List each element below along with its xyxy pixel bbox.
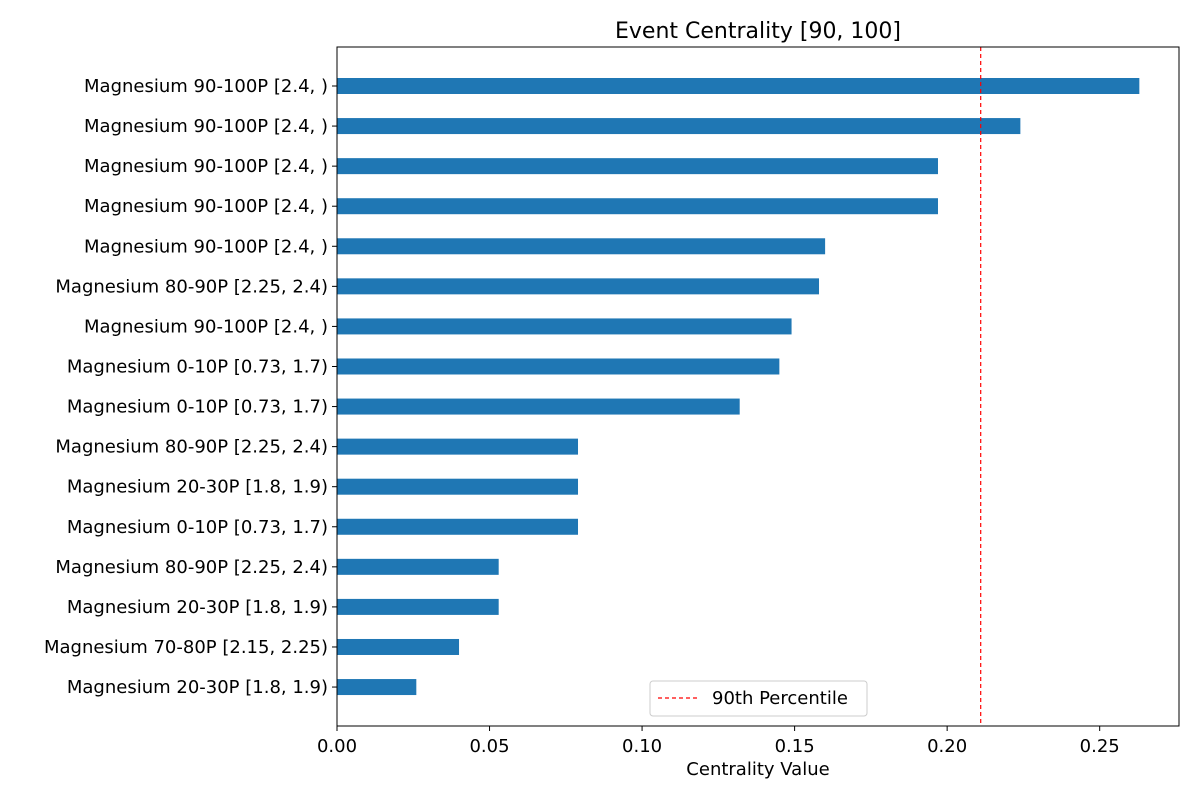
bar	[337, 438, 579, 455]
y-tick-label: Magnesium 90-100P [2.4, )	[84, 156, 328, 177]
y-tick-label: Magnesium 90-100P [2.4, )	[84, 76, 328, 97]
y-tick-label: Magnesium 90-100P [2.4, )	[84, 116, 328, 137]
y-tick-labels: Magnesium 90-100P [2.4, ) Magnesium 90-10…	[44, 76, 337, 698]
legend: 90th Percentile	[649, 680, 868, 717]
bar	[337, 198, 938, 215]
y-tick-label: Magnesium 20-30P [1.8, 1.9)	[67, 477, 328, 498]
y-tick-label: Magnesium 80-90P [2.25, 2.4)	[55, 557, 328, 578]
x-axis-label: Centrality Value	[686, 759, 829, 780]
bar	[337, 558, 499, 575]
y-tick-label: Magnesium 90-100P [2.4, )	[84, 236, 328, 257]
y-tick-label: Magnesium 0-10P [0.73, 1.7)	[67, 517, 328, 538]
bar	[337, 278, 820, 295]
bar	[337, 78, 1140, 94]
x-tick-label: 0.20	[927, 736, 967, 757]
legend-label: 90th Percentile	[712, 688, 848, 709]
legend-box	[649, 680, 868, 717]
x-tick-label: 0.00	[317, 736, 357, 757]
bar	[337, 318, 792, 335]
y-tick-label: Magnesium 80-90P [2.25, 2.4)	[55, 437, 328, 458]
x-tick-label: 0.10	[622, 736, 662, 757]
y-tick-label: Magnesium 90-100P [2.4, )	[84, 196, 328, 217]
x-tick-label: 0.25	[1080, 736, 1120, 757]
x-tick-label: 0.05	[469, 736, 509, 757]
y-tick-label: Magnesium 20-30P [1.8, 1.9)	[67, 597, 328, 618]
bar	[337, 358, 780, 375]
bar	[337, 238, 826, 255]
plot-frame	[336, 46, 1180, 727]
bar	[337, 638, 460, 655]
bar	[337, 478, 579, 495]
y-tick-label: Magnesium 90-100P [2.4, )	[84, 316, 328, 337]
chart-title: Event Centrality [90, 100]	[615, 19, 901, 44]
y-tick-label: Magnesium 0-10P [0.73, 1.7)	[67, 397, 328, 418]
bar	[337, 158, 938, 175]
bar	[337, 598, 499, 615]
x-tick-label: 0.15	[775, 736, 815, 757]
bar	[337, 679, 417, 696]
bar	[337, 518, 579, 535]
bar	[337, 118, 1021, 135]
y-tick-label: Magnesium 80-90P [2.25, 2.4)	[55, 276, 328, 297]
x-ticks: 0.00 0.05 0.10 0.15 0.20 0.25	[317, 726, 1120, 757]
bar	[337, 398, 740, 415]
y-tick-label: Magnesium 70-80P [2.15, 2.25)	[44, 637, 328, 658]
bars-group	[337, 78, 1140, 696]
y-tick-label: Magnesium 0-10P [0.73, 1.7)	[67, 356, 328, 377]
y-tick-label: Magnesium 20-30P [1.8, 1.9)	[67, 677, 328, 698]
